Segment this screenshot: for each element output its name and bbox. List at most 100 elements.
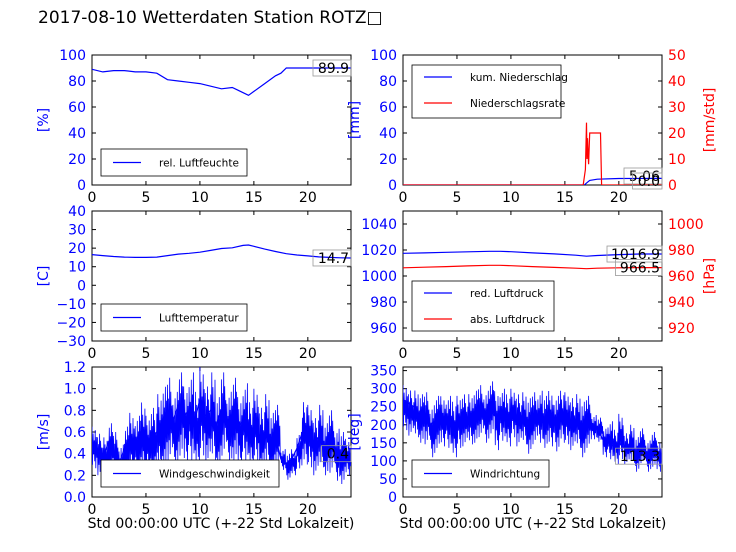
- series-group: [403, 122, 662, 185]
- value-label: 89.9: [318, 61, 349, 77]
- legend-box: [411, 280, 555, 332]
- y-tick-label: 50: [379, 472, 397, 488]
- legend: red. Luftdruck abs. Luftdruck: [411, 280, 555, 332]
- x-tick-label: 15: [556, 502, 574, 518]
- value-label: 14.7: [318, 251, 349, 267]
- y-right-tick-label: 1000: [668, 217, 704, 233]
- legend-label: Windgeschwindigkeit: [159, 469, 270, 481]
- value-label-right: 0.0: [638, 174, 660, 190]
- y-right-tick-label: 920: [668, 321, 695, 337]
- y-tick-label: 100: [370, 454, 397, 470]
- y-tick-label: 60: [379, 100, 397, 116]
- series-group: [92, 367, 351, 487]
- value-label: 1016.9: [611, 247, 660, 263]
- y-tick-label: 40: [379, 126, 397, 142]
- legend-label: Lufttemperatur: [159, 313, 239, 325]
- x-tick-label: 10: [191, 502, 209, 518]
- panel-temperature: 0 5 10 15 20 −30 −20 −10 0 10 20 30 40 [C] 14.7 Lufttem…: [36, 204, 352, 362]
- y-tick-label: 150: [370, 436, 397, 452]
- x-tick-label: 0: [88, 190, 97, 206]
- x-tick-label: 20: [299, 502, 317, 518]
- y-right-tick-label: 940: [668, 295, 695, 311]
- series-pressure-0: [403, 250, 662, 257]
- x-tick-label: 20: [610, 346, 628, 362]
- y-axis-label: [mm]: [347, 101, 363, 139]
- y-right-tick-label: 50: [668, 48, 686, 64]
- x-tick-label: 0: [399, 190, 408, 206]
- y-tick-label: −30: [56, 334, 86, 350]
- x-tick-label: 0: [399, 502, 408, 518]
- y-tick-label: 30: [68, 223, 86, 239]
- x-tick-label: 20: [610, 190, 628, 206]
- y-tick-label: 0.6: [64, 425, 86, 441]
- y-tick-label: 960: [370, 321, 397, 337]
- legend-label: rel. Luftfeuchte: [159, 158, 239, 170]
- y-tick-label: 80: [379, 74, 397, 90]
- legend: Windgeschwindigkeit: [100, 459, 280, 488]
- y-tick-label: 20: [68, 241, 86, 257]
- legend: Lufttemperatur: [100, 303, 248, 332]
- y-tick-label: 200: [370, 418, 397, 434]
- y-right-tick-label: 10: [668, 152, 686, 168]
- y-right-axis-label: [mm/std]: [702, 88, 718, 153]
- x-tick-label: 5: [452, 190, 461, 206]
- y-axis-label: [%]: [36, 108, 52, 132]
- panel-humidity: 0 5 10 15 20 0 20 40 60 80 100 [%] 89.9 rel. Luftfeuc…: [36, 48, 352, 206]
- x-tick-label: 5: [452, 346, 461, 362]
- y-tick-label: 40: [68, 126, 86, 142]
- x-tick-label: 0: [88, 502, 97, 518]
- series-group: [403, 381, 662, 472]
- panel-windspeed: 0 5 10 15 20 0.0 0.2 0.4 0.6 0.8 1.0 1.2 [m/s] 0.4 Win…: [36, 360, 352, 518]
- value-label-right-box: [632, 172, 663, 190]
- y-tick-label: 0.8: [64, 403, 86, 419]
- x-tick-label: 15: [556, 346, 574, 362]
- series-temperature-0: [92, 244, 351, 259]
- x-tick-label: 20: [610, 502, 628, 518]
- y-right-tick-label: 40: [668, 74, 686, 90]
- figure-title: 2017-08-10 Wetterdaten Station ROTZ□: [38, 8, 383, 28]
- series-windspeed-envelope: [92, 367, 351, 487]
- x-axis-label-left: Std 00:00:00 UTC (+-22 Std Lokalzeit): [87, 516, 355, 532]
- y-tick-label: 1.2: [64, 360, 86, 376]
- y-tick-label: 1.0: [64, 382, 86, 398]
- legend: kum. Niederschlag Niederschlagsrate: [411, 64, 568, 119]
- panel-winddir: 0 5 10 15 20050100150200250300350[deg]113.3W…: [347, 364, 663, 518]
- legend-label: red. Luftdruck: [470, 288, 544, 300]
- x-tick-label: 15: [245, 346, 263, 362]
- series-winddir-envelope: [403, 381, 662, 472]
- series-precipitation-0: [403, 177, 662, 185]
- y-tick-label: 20: [68, 152, 86, 168]
- legend-box: [411, 64, 562, 119]
- y-tick-label: 0.4: [64, 447, 86, 463]
- x-tick-label: 10: [502, 346, 520, 362]
- x-tick-label: 10: [502, 190, 520, 206]
- series-humidity-0: [92, 67, 351, 96]
- y-tick-label: 60: [68, 100, 86, 116]
- x-tick-label: 20: [299, 190, 317, 206]
- series-group: [92, 67, 351, 96]
- y-right-tick-label: 20: [668, 126, 686, 142]
- y-right-tick-label: 30: [668, 100, 686, 116]
- y-tick-label: 0.0: [64, 490, 86, 506]
- x-tick-label: 0: [399, 346, 408, 362]
- value-label-box: [615, 447, 663, 465]
- legend: rel. Luftfeuchte: [100, 148, 248, 177]
- y-tick-label: −20: [56, 315, 86, 331]
- x-tick-label: 5: [141, 502, 150, 518]
- y-right-tick-label: 960: [668, 269, 695, 285]
- value-label-box: [321, 445, 352, 463]
- x-tick-label: 10: [191, 346, 209, 362]
- legend-label: Windrichtung: [470, 469, 540, 481]
- x-axis-label-right: Std 00:00:00 UTC (+-22 Std Lokalzeit): [399, 516, 667, 532]
- x-tick-label: 10: [191, 190, 209, 206]
- y-tick-label: 0: [388, 490, 397, 506]
- y-tick-label: 250: [370, 400, 397, 416]
- value-label-right-box: [615, 259, 663, 276]
- panel-pressure: 0 5 10 15 20 960 980 1000 1020 1040 920 940 960 980 10…: [361, 210, 718, 362]
- x-tick-label: 0: [88, 346, 97, 362]
- y-tick-label: −10: [56, 297, 86, 313]
- series-precipitation-1: [403, 122, 662, 185]
- y-tick-label: 300: [370, 382, 397, 398]
- y-tick-label: 100: [370, 48, 397, 64]
